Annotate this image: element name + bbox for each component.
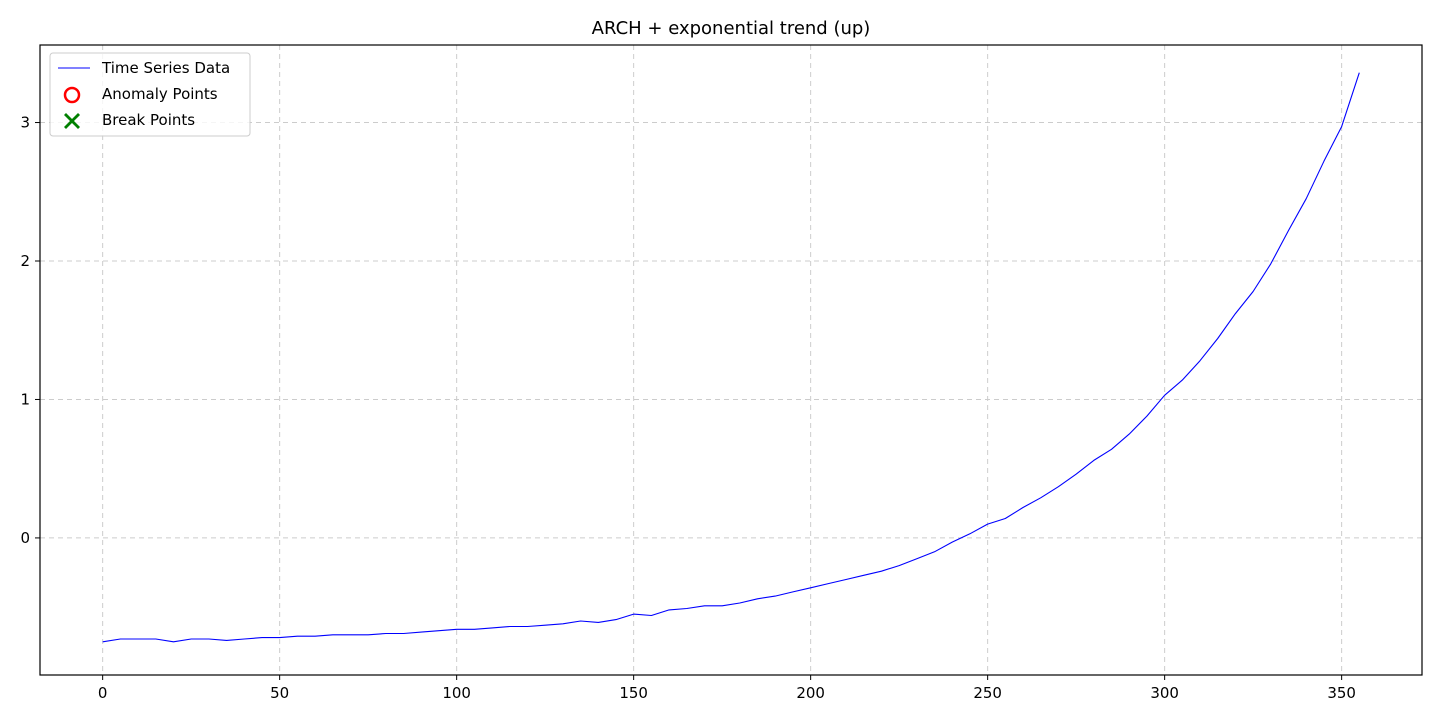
x-tick-label: 200 xyxy=(796,684,825,702)
legend-anomaly-circle-icon xyxy=(63,86,81,104)
legend-box xyxy=(49,52,251,137)
plot-area-frame xyxy=(39,44,1423,676)
y-tick-label: 3 xyxy=(20,114,30,132)
legend-entry-break: Break Points xyxy=(102,111,195,129)
y-tick-label: 1 xyxy=(20,390,30,408)
y-tick-label: 2 xyxy=(20,252,30,270)
legend-entry-time-series: Time Series Data xyxy=(101,59,230,77)
series-line-time-series xyxy=(102,72,1360,643)
x-tick-label: 100 xyxy=(442,684,471,702)
x-tick-label: 300 xyxy=(1150,684,1179,702)
x-tick-label: 50 xyxy=(270,684,289,702)
axis-ticks: 0 50 100 150 200 250 300 350 0 1 2 3 xyxy=(20,114,1356,702)
series-layer xyxy=(102,72,1360,643)
legend: Time Series Data Anomaly Points Break Po… xyxy=(49,52,251,137)
x-tick-label: 350 xyxy=(1327,684,1356,702)
legend-break-x-icon xyxy=(64,113,80,129)
grid xyxy=(40,45,1422,675)
x-tick-label: 250 xyxy=(973,684,1002,702)
y-tick-label: 0 xyxy=(20,529,30,547)
x-tick-label: 0 xyxy=(98,684,108,702)
x-tick-label: 150 xyxy=(619,684,648,702)
chart-title: ARCH + exponential trend (up) xyxy=(592,18,871,39)
legend-entry-anomaly: Anomaly Points xyxy=(102,85,218,103)
